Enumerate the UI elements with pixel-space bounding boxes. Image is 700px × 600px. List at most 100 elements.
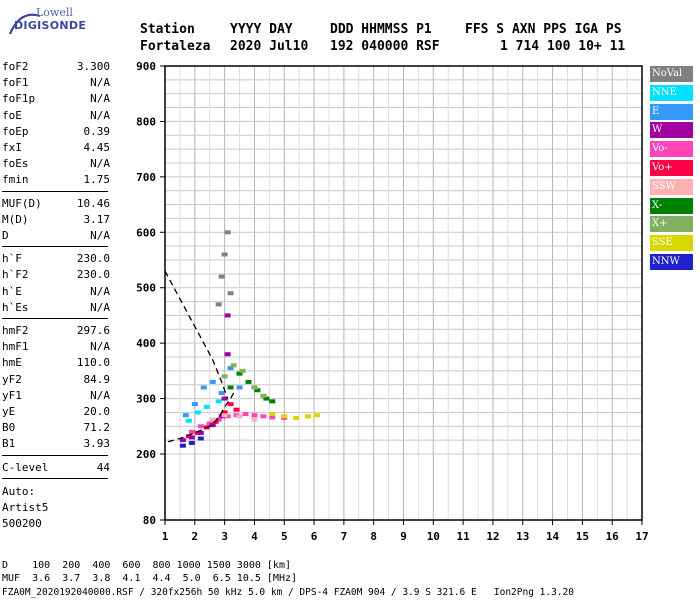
- param-value: 230.0: [76, 252, 110, 266]
- echo-point: [236, 385, 243, 390]
- echo-point: [197, 436, 204, 441]
- param-name: yE: [2, 405, 16, 418]
- auto-version-label: 500200: [2, 517, 42, 530]
- param-row: foEp 0.39: [2, 124, 110, 140]
- header-date-value: 2020 Jul10: [230, 39, 309, 54]
- y-tick-label: 600: [136, 226, 156, 239]
- y-tick-label: 800: [136, 115, 156, 128]
- param-name: h`Es: [2, 300, 29, 314]
- echo-point: [227, 385, 234, 390]
- param-name: foF1: [2, 76, 29, 90]
- echo-point: [251, 413, 258, 418]
- param-value: 3.17: [83, 212, 111, 226]
- echo-point: [245, 379, 252, 384]
- param-value: N/A: [90, 92, 110, 106]
- echo-point: [203, 404, 210, 409]
- echo-point: [227, 402, 234, 407]
- param-name: B1: [2, 437, 16, 451]
- echo-point: [209, 417, 216, 422]
- header-settings-value: 1 714 100 10+ 11: [500, 39, 626, 54]
- param-value: 4.45: [83, 141, 111, 154]
- param-value: 1.75: [83, 173, 111, 187]
- auto-artist-label: Artist5: [2, 501, 49, 514]
- echo-point: [215, 302, 222, 307]
- param-row: h`E N/A: [2, 284, 110, 300]
- param-name: foF2: [2, 60, 29, 73]
- param-name: hmF2: [2, 324, 29, 337]
- param-row: hmF1 N/A: [2, 339, 110, 355]
- y-tick-label: 900: [136, 60, 156, 73]
- x-tick-label: 4: [251, 530, 258, 543]
- echo-point: [188, 429, 195, 434]
- param-name: D: [2, 229, 9, 242]
- legend-item: Vo+: [650, 160, 693, 176]
- param-row: yF1 N/A: [2, 388, 110, 404]
- param-value: N/A: [90, 108, 110, 122]
- legend-item: SSW: [650, 178, 693, 195]
- echo-point: [227, 291, 234, 296]
- echo-point: [269, 399, 276, 404]
- echo-point: [185, 418, 192, 423]
- x-tick-label: 6: [311, 530, 318, 543]
- param-name: foE: [2, 108, 22, 122]
- header-time-value: 192 040000 RSF: [330, 39, 440, 54]
- echo-point: [260, 414, 267, 419]
- x-tick-label: 15: [576, 530, 589, 543]
- echo-point: [236, 371, 243, 376]
- echo-point: [281, 414, 288, 419]
- echo-point: [293, 415, 300, 420]
- y-tick-label: 400: [136, 337, 156, 350]
- param-name: foEs: [2, 157, 29, 171]
- echo-point: [191, 402, 198, 407]
- param-row: foF2 3.300: [2, 59, 110, 75]
- param-name: M(D): [2, 212, 29, 226]
- param-row: foF1p N/A: [2, 91, 110, 107]
- y-tick-label: 500: [136, 282, 156, 295]
- echo-point: [269, 415, 276, 420]
- param-name: foEp: [2, 124, 29, 138]
- footer-muf-row: MUF 3.6 3.7 3.8 4.1 4.4 5.0 6.5 10.5 [MH…: [2, 573, 298, 584]
- echo-point: [218, 274, 225, 279]
- param-row: C-level 44: [2, 460, 110, 476]
- echo-point: [215, 417, 222, 422]
- param-value: N/A: [90, 340, 110, 354]
- param-name: foF1p: [2, 92, 36, 106]
- echo-point: [197, 430, 204, 435]
- param-row: h`F 230.0: [2, 251, 110, 267]
- param-name: C-level: [2, 460, 49, 474]
- x-tick-label: 9: [400, 530, 407, 543]
- x-tick-label: 7: [341, 530, 348, 543]
- footer-distance-row: D 100 200 400 600 800 1000 1500 3000 [km…: [2, 560, 291, 571]
- y-tick-label: 80: [143, 514, 156, 527]
- x-tick-label: 12: [486, 530, 499, 543]
- echo-point: [233, 407, 240, 412]
- echo-point: [269, 412, 276, 417]
- echo-point: [239, 368, 246, 373]
- param-name: hmF1: [2, 340, 29, 354]
- param-value: 20.0: [83, 405, 111, 418]
- param-value: 3.93: [83, 437, 111, 451]
- legend-item: Vo-: [650, 141, 693, 158]
- param-name: h`F2: [2, 268, 29, 282]
- legend-item: NNW: [650, 254, 693, 270]
- echo-point: [305, 414, 312, 419]
- echo-point: [194, 410, 201, 415]
- x-tick-label: 11: [457, 530, 471, 543]
- echo-point: [179, 443, 186, 448]
- echo-point: [314, 413, 321, 418]
- param-name: MUF(D): [2, 196, 42, 210]
- auto-label: Auto:: [2, 485, 36, 498]
- header-station-label: Station: [140, 22, 195, 37]
- y-tick-label: 200: [136, 448, 156, 461]
- param-separator: [2, 318, 108, 319]
- param-name: yF2: [2, 372, 22, 386]
- param-value: 230.0: [76, 268, 110, 282]
- param-row: M(D) 3.17: [2, 212, 110, 228]
- param-row: fmin 1.75: [2, 172, 110, 188]
- param-value: 110.0: [76, 356, 110, 370]
- echo-point: [224, 230, 231, 235]
- param-row: foF1 N/A: [2, 75, 110, 91]
- header-settings-label: FFS S AXN PPS IGA PS: [465, 22, 622, 37]
- echo-point: [263, 396, 270, 401]
- param-name: fmin: [2, 173, 29, 187]
